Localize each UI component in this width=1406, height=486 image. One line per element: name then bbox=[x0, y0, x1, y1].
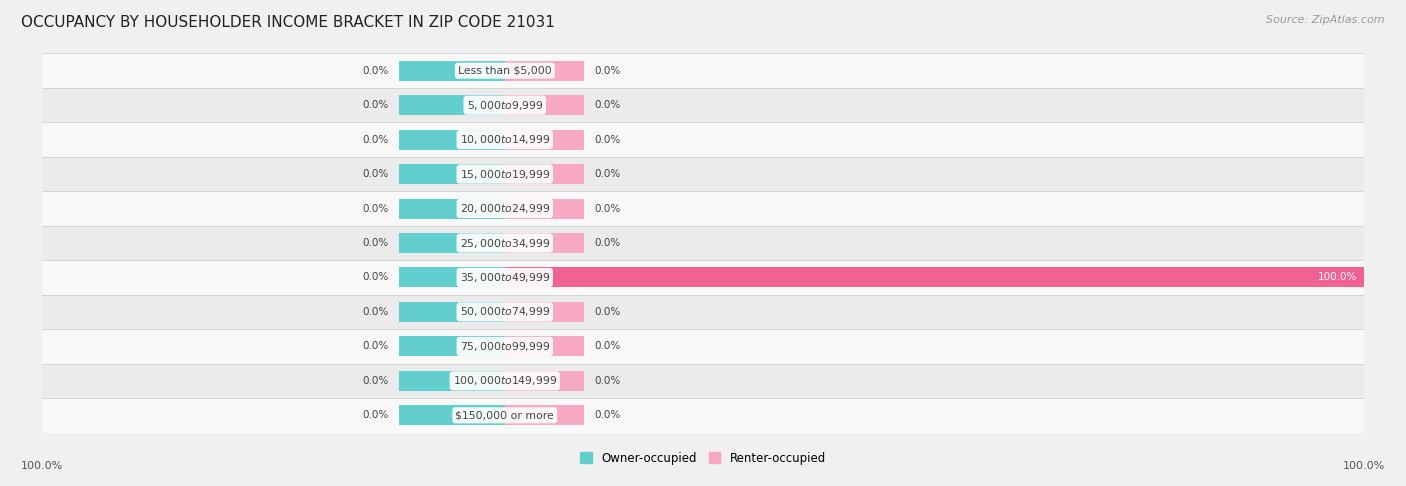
Bar bbox=[505, 130, 583, 150]
Bar bbox=[505, 302, 583, 322]
Text: 0.0%: 0.0% bbox=[363, 204, 388, 213]
Bar bbox=[399, 130, 505, 150]
Text: 0.0%: 0.0% bbox=[595, 100, 621, 110]
Text: 0.0%: 0.0% bbox=[595, 204, 621, 213]
Text: Source: ZipAtlas.com: Source: ZipAtlas.com bbox=[1267, 15, 1385, 25]
Text: 0.0%: 0.0% bbox=[363, 307, 388, 317]
Text: 0.0%: 0.0% bbox=[595, 376, 621, 386]
Bar bbox=[42, 260, 1364, 295]
Bar bbox=[42, 88, 1364, 122]
Bar bbox=[42, 157, 1364, 191]
Legend: Owner-occupied, Renter-occupied: Owner-occupied, Renter-occupied bbox=[579, 451, 827, 465]
Bar bbox=[505, 61, 583, 81]
Text: 0.0%: 0.0% bbox=[595, 341, 621, 351]
Text: 0.0%: 0.0% bbox=[595, 135, 621, 145]
Text: 100.0%: 100.0% bbox=[1317, 273, 1357, 282]
Text: 100.0%: 100.0% bbox=[21, 461, 63, 471]
Text: 0.0%: 0.0% bbox=[595, 307, 621, 317]
Text: 0.0%: 0.0% bbox=[363, 100, 388, 110]
Bar bbox=[42, 398, 1364, 433]
Text: $50,000 to $74,999: $50,000 to $74,999 bbox=[460, 305, 550, 318]
Text: Less than $5,000: Less than $5,000 bbox=[458, 66, 551, 76]
Bar bbox=[505, 336, 583, 356]
Bar bbox=[399, 336, 505, 356]
Text: $25,000 to $34,999: $25,000 to $34,999 bbox=[460, 237, 550, 249]
Bar bbox=[42, 364, 1364, 398]
Bar bbox=[399, 302, 505, 322]
Text: OCCUPANCY BY HOUSEHOLDER INCOME BRACKET IN ZIP CODE 21031: OCCUPANCY BY HOUSEHOLDER INCOME BRACKET … bbox=[21, 15, 555, 30]
Text: $5,000 to $9,999: $5,000 to $9,999 bbox=[467, 99, 543, 112]
Text: $75,000 to $99,999: $75,000 to $99,999 bbox=[460, 340, 550, 353]
Bar bbox=[399, 61, 505, 81]
Text: $15,000 to $19,999: $15,000 to $19,999 bbox=[460, 168, 550, 181]
Bar bbox=[42, 226, 1364, 260]
Bar bbox=[42, 191, 1364, 226]
Text: 100.0%: 100.0% bbox=[1343, 461, 1385, 471]
Bar bbox=[42, 122, 1364, 157]
Text: $150,000 or more: $150,000 or more bbox=[456, 410, 554, 420]
Text: $35,000 to $49,999: $35,000 to $49,999 bbox=[460, 271, 550, 284]
Bar bbox=[505, 405, 583, 425]
Bar bbox=[399, 233, 505, 253]
Bar bbox=[505, 267, 1364, 287]
Text: 0.0%: 0.0% bbox=[595, 410, 621, 420]
Text: $10,000 to $14,999: $10,000 to $14,999 bbox=[460, 133, 550, 146]
Text: 0.0%: 0.0% bbox=[363, 410, 388, 420]
Bar bbox=[505, 199, 583, 219]
Bar bbox=[399, 371, 505, 391]
Text: 0.0%: 0.0% bbox=[363, 66, 388, 76]
Text: 0.0%: 0.0% bbox=[363, 238, 388, 248]
Text: 0.0%: 0.0% bbox=[595, 238, 621, 248]
Text: 0.0%: 0.0% bbox=[363, 273, 388, 282]
Bar bbox=[505, 95, 583, 115]
Bar bbox=[399, 405, 505, 425]
Bar bbox=[505, 164, 583, 184]
Bar bbox=[42, 295, 1364, 329]
Bar bbox=[399, 164, 505, 184]
Bar bbox=[42, 329, 1364, 364]
Bar bbox=[399, 267, 505, 287]
Text: $20,000 to $24,999: $20,000 to $24,999 bbox=[460, 202, 550, 215]
Text: 0.0%: 0.0% bbox=[595, 66, 621, 76]
Bar bbox=[505, 371, 583, 391]
Bar bbox=[399, 199, 505, 219]
Text: $100,000 to $149,999: $100,000 to $149,999 bbox=[453, 374, 557, 387]
Text: 0.0%: 0.0% bbox=[363, 376, 388, 386]
Bar bbox=[505, 233, 583, 253]
Text: 0.0%: 0.0% bbox=[363, 341, 388, 351]
Text: 0.0%: 0.0% bbox=[363, 169, 388, 179]
Text: 0.0%: 0.0% bbox=[595, 169, 621, 179]
Bar bbox=[42, 53, 1364, 88]
Text: 0.0%: 0.0% bbox=[363, 135, 388, 145]
Bar bbox=[399, 95, 505, 115]
